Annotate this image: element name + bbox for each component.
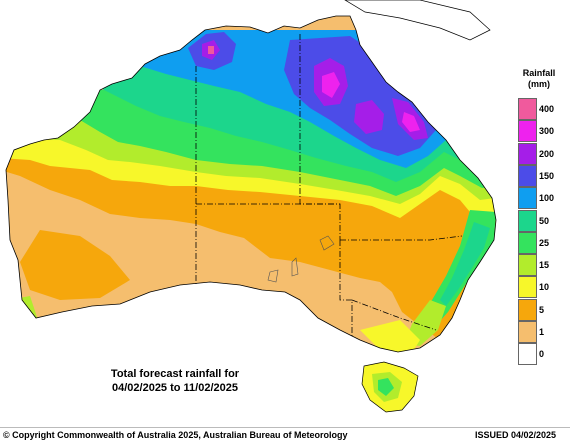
legend-swatch (518, 343, 537, 366)
legend-label: 1 (539, 327, 545, 337)
legend-label: 5 (539, 304, 545, 315)
legend-label: 10 (539, 282, 550, 293)
rain-patch-300mm-coast (402, 112, 420, 132)
rainfall-shading (6, 30, 496, 352)
legend-swatch (518, 321, 537, 343)
inland-lakes (267, 235, 335, 283)
rain-strip-south-coast (360, 320, 420, 352)
legend-swatch (518, 276, 537, 299)
caption-line-1: Total forecast rainfall for (110, 368, 240, 380)
rain-patch-400mm-topend (208, 46, 214, 54)
border-nt-qld (299, 34, 341, 240)
new-guinea-landmass (344, 0, 491, 41)
legend-swatch (518, 120, 537, 143)
caption-line-2: 04/02/2025 to 11/02/2025 (112, 382, 238, 394)
legend-swatch (518, 164, 537, 187)
copyright-text: © Copyright Commonwealth of Australia 20… (3, 430, 348, 440)
tasmania-core-rain (378, 378, 394, 396)
legend-swatch (518, 254, 537, 277)
rain-patch-200mm-east (354, 100, 384, 134)
legend-label: 300 (539, 126, 555, 137)
rain-strip-east-coast-inner (440, 222, 490, 306)
legend-label: 25 (539, 237, 550, 248)
legend-swatch (518, 98, 537, 120)
legend-label: 0 (539, 349, 545, 360)
border-sa-nsw (339, 240, 353, 336)
legend-swatch (518, 187, 537, 210)
legend-swatch (518, 231, 537, 254)
legend-title: Rainfall (522, 68, 556, 78)
lake-gairdner (267, 269, 279, 283)
legend-swatch (518, 142, 537, 165)
legend-label: 200 (539, 148, 555, 159)
rain-patch-5mm-west (20, 230, 130, 300)
legend-unit: (mm) (528, 79, 550, 89)
state-borders (195, 34, 463, 336)
legend-label: 100 (539, 193, 555, 204)
border-qld-nsw (340, 235, 463, 241)
legend-label: 150 (539, 170, 555, 181)
issued-date: ISSUED 04/02/2025 (474, 430, 556, 440)
rain-patch-300mm-capeyork (322, 72, 340, 98)
legend-label: 400 (539, 104, 555, 114)
footer: © Copyright Commonwealth of Australia 20… (0, 427, 570, 444)
legend-label: 50 (539, 215, 550, 226)
lake-eyre (319, 235, 335, 251)
legend-swatch (518, 209, 537, 232)
legend-swatch (518, 298, 537, 321)
map-caption: Total forecast rainfall for 04/02/2025 t… (80, 367, 270, 395)
rainfall-map (5, 0, 497, 413)
legend-label: 15 (539, 260, 550, 271)
lake-torrens (291, 257, 299, 277)
